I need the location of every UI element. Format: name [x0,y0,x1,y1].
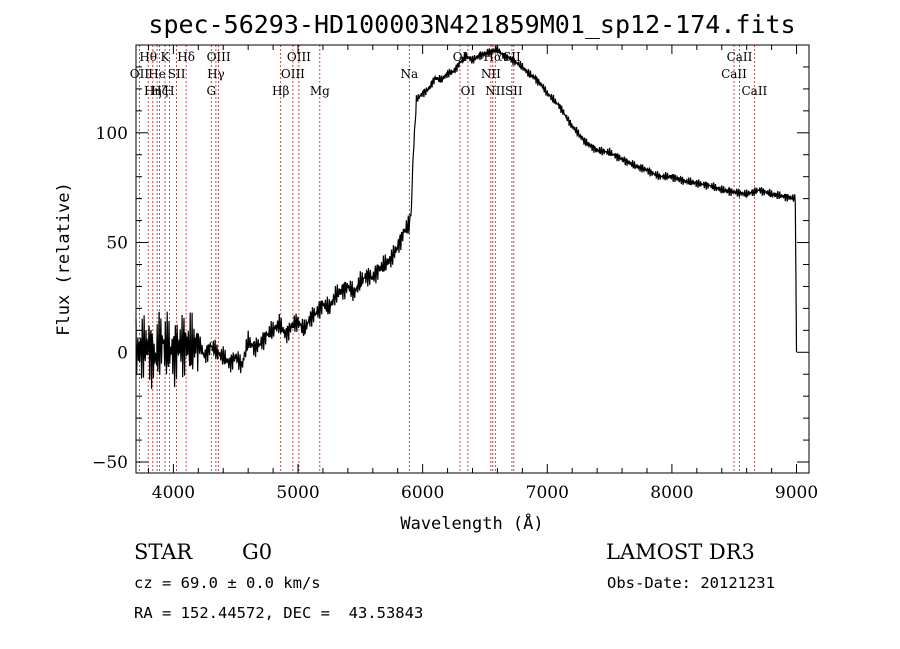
spectrum-series-line [135,44,798,389]
chart-title: spec-56293-HD100003N421859M01_sp12-174.f… [148,10,795,39]
y-tick-label-0: −50 [92,453,128,473]
coordinates-readout: RA = 152.44572, DEC = 43.53843 [134,604,424,622]
line-label-5: K [161,50,171,64]
line-label-4: Hζ [151,84,168,98]
redshift-readout: cz = 69.0 ± 0.0 km/s [134,574,321,592]
observation-date: Obs-Date: 20121231 [607,574,775,592]
x-tick-label-2: 6000 [401,483,444,503]
x-tick-label-3: 7000 [526,483,569,503]
y-tick-label-2: 50 [106,234,128,254]
line-label-26: CaII [741,84,767,98]
line-label-15: Mg [310,84,330,98]
line-label-21: NII [485,84,505,98]
line-label-0: OII [130,67,150,81]
line-label-24: CaII [721,67,747,81]
x-tick-label-5: 9000 [775,483,818,503]
y-axis-label: Flux (relative) [54,182,74,336]
line-label-11: OIII [207,50,231,64]
line-label-1: Hθ [139,50,157,64]
y-axis-ticks: −50 0 50 100 [92,44,809,473]
line-label-3: He [148,67,166,81]
line-label-23: SII [505,84,523,98]
line-label-16: Na [400,67,418,81]
spectral-subclass: G0 [242,540,273,564]
x-tick-label-0: 4000 [152,483,195,503]
line-label-6: H [164,84,174,98]
y-tick-label-3: 100 [96,124,128,144]
line-label-18: OI [461,84,476,98]
x-tick-label-1: 5000 [276,483,319,503]
plot-frame [135,44,810,474]
line-label-13: OIII [281,67,305,81]
object-class: STAR [134,540,193,564]
line-label-10: Hγ [207,67,225,81]
line-label-19: NII [481,67,501,81]
spectral-line-markers [138,45,755,473]
x-axis-label: Wavelength (Å) [400,512,543,534]
x-tick-label-4: 8000 [650,483,693,503]
line-label-2: Hη [144,84,162,98]
line-label-25: CaII [727,50,753,64]
line-label-9: G [207,84,217,98]
line-label-14: OIII [287,50,311,64]
line-label-8: Hδ [177,50,195,64]
y-tick-label-1: 0 [117,343,128,363]
line-label-12: Hβ [272,84,289,98]
x-axis-ticks: 4000 5000 6000 7000 8000 9000 [147,45,818,503]
survey-name: LAMOST DR3 [606,540,755,564]
line-label-7: SII [168,67,186,81]
